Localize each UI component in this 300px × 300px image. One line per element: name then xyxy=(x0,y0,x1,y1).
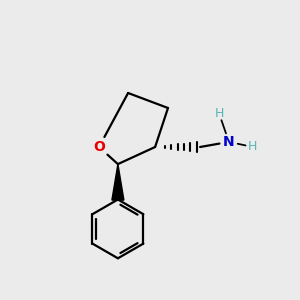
Text: N: N xyxy=(223,135,235,149)
Text: O: O xyxy=(93,140,105,154)
Text: H: H xyxy=(214,106,224,120)
Text: H: H xyxy=(248,140,258,154)
Polygon shape xyxy=(112,164,124,200)
